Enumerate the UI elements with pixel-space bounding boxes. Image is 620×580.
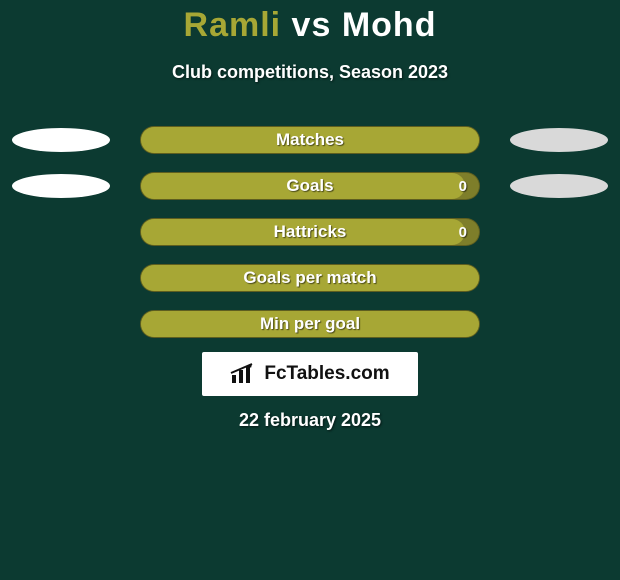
stat-bar: Matches <box>140 126 480 154</box>
stat-row: Goals per match <box>0 258 620 304</box>
stat-row: Hattricks0 <box>0 212 620 258</box>
stat-row: Min per goal <box>0 304 620 350</box>
logo-box: FcTables.com <box>202 352 418 396</box>
comparison-card: Ramli vs Mohd Club competitions, Season … <box>0 0 620 580</box>
page-title: Ramli vs Mohd <box>0 6 620 45</box>
logo-text: FcTables.com <box>264 363 389 385</box>
stat-bar: Goals per match <box>140 264 480 292</box>
stat-bar: Min per goal <box>140 310 480 338</box>
stat-label: Hattricks <box>141 219 479 245</box>
player2-ellipse <box>510 128 608 152</box>
player1-name: Ramli <box>184 6 282 44</box>
stat-row: Goals0 <box>0 166 620 212</box>
stats-rows: MatchesGoals0Hattricks0Goals per matchMi… <box>0 120 620 350</box>
stat-bar: Goals0 <box>140 172 480 200</box>
stat-label: Min per goal <box>141 311 479 337</box>
player2-ellipse <box>510 174 608 198</box>
stat-value-right: 0 <box>459 173 467 199</box>
player1-ellipse <box>12 174 110 198</box>
stat-label: Goals <box>141 173 479 199</box>
stat-value-right: 0 <box>459 219 467 245</box>
date-line: 22 february 2025 <box>0 410 620 431</box>
vs-separator: vs <box>281 6 342 44</box>
stat-row: Matches <box>0 120 620 166</box>
bar-chart-icon <box>230 363 258 385</box>
stat-label: Matches <box>141 127 479 153</box>
stat-label: Goals per match <box>141 265 479 291</box>
player1-ellipse <box>12 128 110 152</box>
player2-name: Mohd <box>342 6 437 44</box>
stat-bar: Hattricks0 <box>140 218 480 246</box>
subtitle: Club competitions, Season 2023 <box>0 62 620 83</box>
